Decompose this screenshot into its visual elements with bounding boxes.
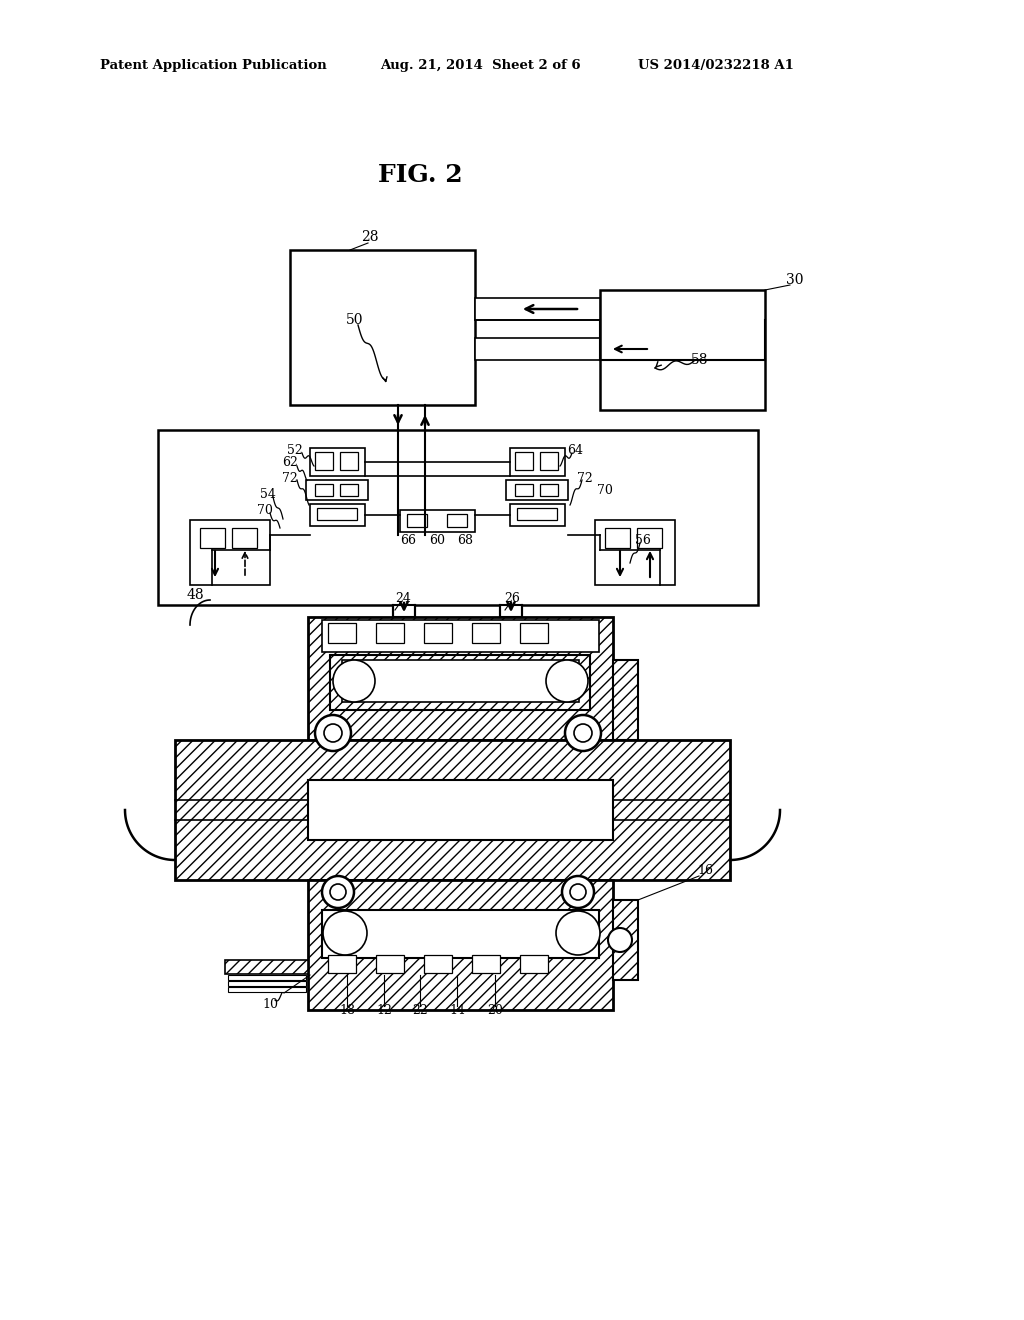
Circle shape — [322, 876, 354, 908]
Text: 18: 18 — [339, 1003, 355, 1016]
Bar — [315, 484, 333, 496]
Bar — [540, 484, 558, 496]
Bar — [637, 528, 662, 548]
Bar — [407, 513, 427, 527]
Text: 68: 68 — [457, 533, 473, 546]
Bar — [613, 900, 638, 979]
Bar — [306, 480, 368, 500]
Bar — [317, 508, 357, 520]
Text: 12: 12 — [376, 1003, 392, 1016]
Bar — [322, 909, 599, 958]
Circle shape — [330, 884, 346, 900]
Circle shape — [562, 876, 594, 908]
Text: 22: 22 — [412, 1003, 428, 1016]
Bar — [308, 880, 613, 1010]
Circle shape — [574, 723, 592, 742]
Bar — [500, 605, 522, 616]
Bar — [475, 298, 600, 319]
Bar — [322, 620, 599, 652]
Bar — [342, 660, 579, 702]
Bar — [520, 954, 548, 973]
Bar — [424, 623, 452, 643]
Circle shape — [608, 928, 632, 952]
Bar — [472, 954, 500, 973]
Bar — [328, 623, 356, 643]
Text: 58: 58 — [691, 352, 709, 367]
Circle shape — [570, 884, 586, 900]
Text: 72: 72 — [283, 471, 298, 484]
Circle shape — [324, 723, 342, 742]
Bar — [232, 528, 257, 548]
Bar — [340, 484, 358, 496]
Text: 20: 20 — [487, 1003, 503, 1016]
Bar — [190, 520, 270, 585]
Bar — [510, 504, 565, 525]
Circle shape — [565, 715, 601, 751]
Bar — [290, 249, 475, 405]
Text: 28: 28 — [361, 230, 379, 244]
Circle shape — [546, 660, 588, 702]
Bar — [310, 447, 365, 477]
Text: Patent Application Publication: Patent Application Publication — [100, 58, 327, 71]
Text: 24: 24 — [395, 591, 411, 605]
Text: 14: 14 — [449, 1003, 465, 1016]
Text: 56: 56 — [635, 533, 651, 546]
Bar — [308, 616, 613, 741]
Circle shape — [333, 660, 375, 702]
Bar — [228, 987, 306, 993]
Bar — [310, 504, 365, 525]
Bar — [308, 780, 613, 840]
Text: 66: 66 — [400, 533, 416, 546]
Bar — [376, 954, 404, 973]
Bar — [225, 960, 308, 974]
Text: 72: 72 — [578, 471, 593, 484]
Circle shape — [556, 911, 600, 954]
Bar — [506, 480, 568, 500]
Text: 62: 62 — [282, 457, 298, 470]
Text: 26: 26 — [504, 591, 520, 605]
Text: 16: 16 — [697, 863, 713, 876]
Text: Aug. 21, 2014  Sheet 2 of 6: Aug. 21, 2014 Sheet 2 of 6 — [380, 58, 581, 71]
Bar — [228, 975, 306, 979]
Bar — [515, 484, 534, 496]
Bar — [158, 430, 758, 605]
Bar — [520, 623, 548, 643]
Bar — [605, 528, 630, 548]
Bar — [340, 451, 358, 470]
Text: 30: 30 — [786, 273, 804, 286]
Circle shape — [323, 911, 367, 954]
Bar — [600, 290, 765, 411]
Text: US 2014/0232218 A1: US 2014/0232218 A1 — [638, 58, 794, 71]
Text: 60: 60 — [429, 533, 445, 546]
Text: FIG. 2: FIG. 2 — [378, 162, 462, 187]
Bar — [400, 510, 475, 532]
Text: 54: 54 — [260, 488, 275, 502]
Bar — [540, 451, 558, 470]
Bar — [200, 528, 225, 548]
Bar — [472, 623, 500, 643]
Bar — [447, 513, 467, 527]
Bar — [175, 741, 730, 880]
Text: 48: 48 — [186, 587, 204, 602]
Circle shape — [315, 715, 351, 751]
Bar — [228, 981, 306, 986]
Bar — [330, 655, 590, 710]
Bar — [376, 623, 404, 643]
Text: 70: 70 — [597, 483, 613, 496]
Text: 10: 10 — [262, 998, 278, 1011]
Bar — [475, 338, 600, 360]
Bar — [515, 451, 534, 470]
Bar — [424, 954, 452, 973]
Text: 64: 64 — [567, 444, 583, 457]
Bar — [328, 954, 356, 973]
Bar — [595, 520, 675, 585]
Text: 70: 70 — [257, 503, 273, 516]
Text: 52: 52 — [287, 444, 303, 457]
Bar — [517, 508, 557, 520]
Bar — [510, 447, 565, 477]
Bar — [393, 605, 415, 616]
Bar — [613, 660, 638, 741]
Bar — [315, 451, 333, 470]
Text: 50: 50 — [346, 313, 364, 327]
